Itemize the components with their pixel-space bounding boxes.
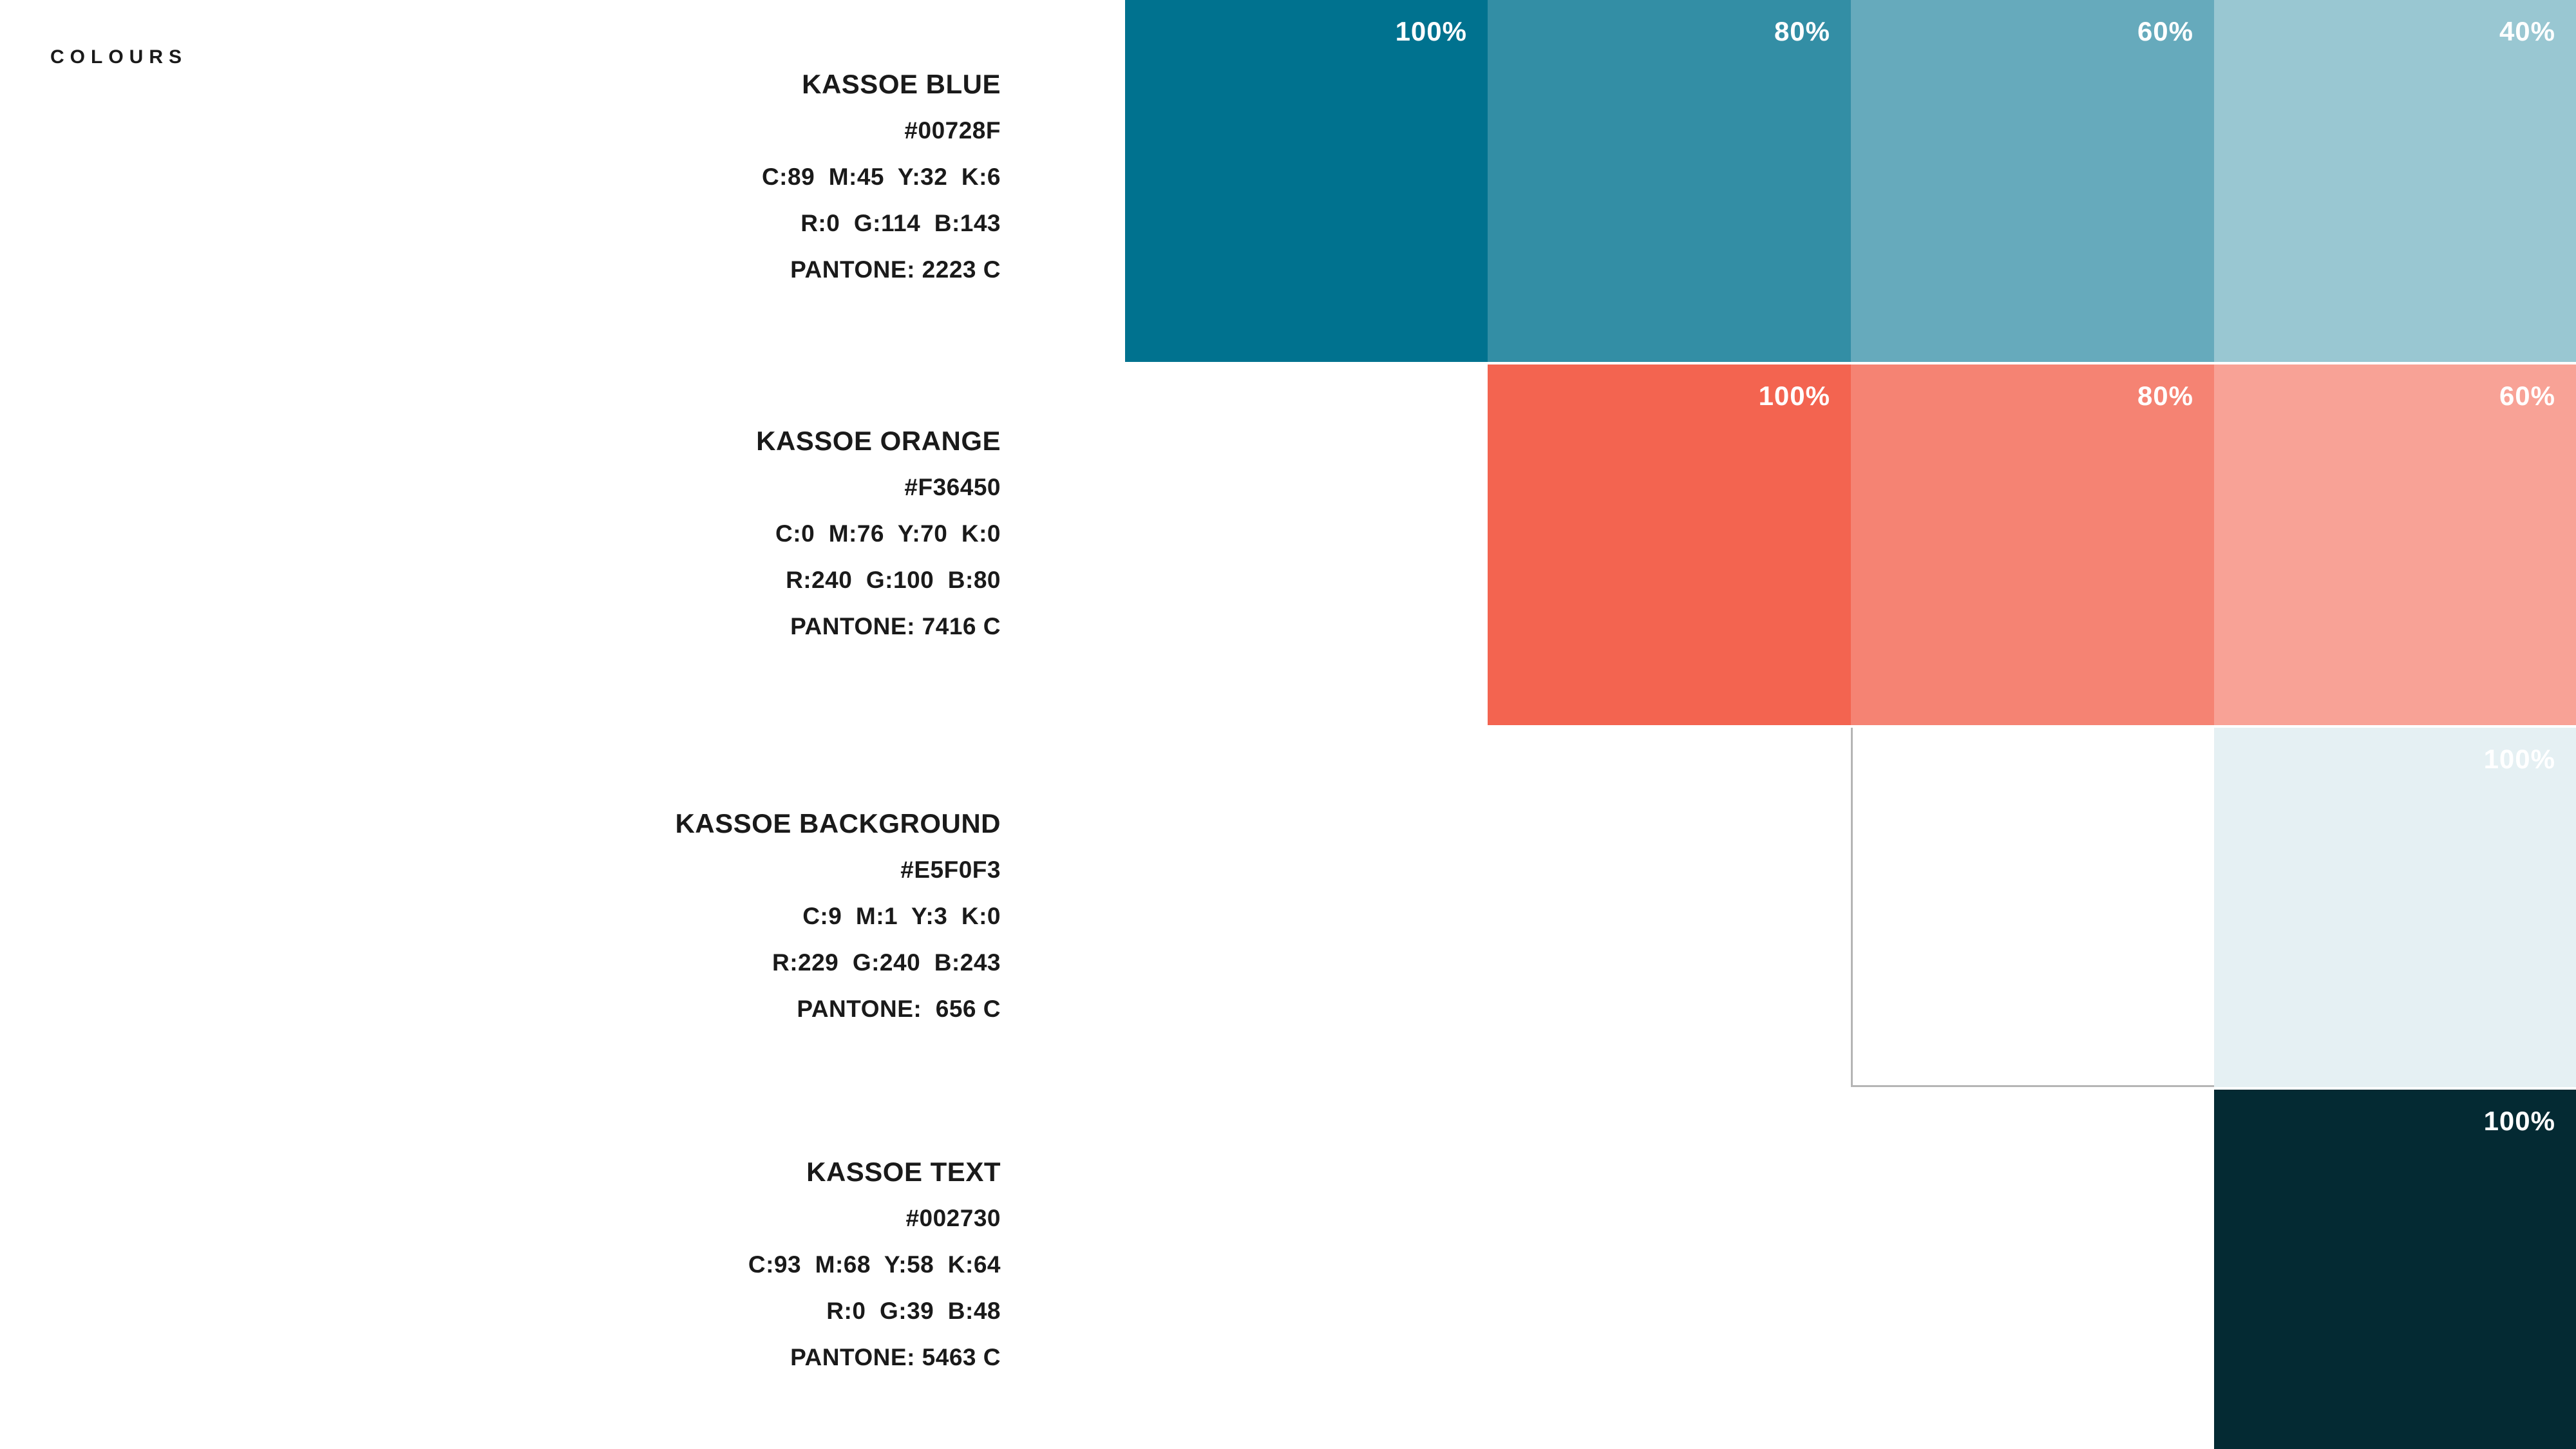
swatch-kassoe-blue-40: 40% (2214, 0, 2576, 362)
color-hex: #F36450 (904, 474, 1001, 500)
swatch-kassoe-orange-80: 80% (1851, 365, 2214, 725)
color-name: KASSOE ORANGE (756, 426, 1001, 456)
color-rgb: R:240 G:100 B:80 (786, 567, 1001, 593)
tint-label: 40% (2499, 16, 2555, 46)
color-pantone: PANTONE: 2223 C (790, 256, 1001, 283)
color-pantone: PANTONE: 7416 C (790, 613, 1001, 639)
swatch-kassoe-text-100: 100% (2214, 1090, 2576, 1449)
tint-label: 100% (1758, 381, 1830, 411)
color-hex: #00728F (904, 117, 1001, 144)
color-cmyk: C:89 M:45 Y:32 K:6 (761, 164, 1001, 190)
tint-label: 100% (2483, 1106, 2555, 1136)
swatch-kassoe-background-blank (1851, 728, 2214, 1087)
color-rgb: R:0 G:114 B:143 (800, 210, 1001, 236)
color-rgb: R:229 G:240 B:243 (772, 949, 1001, 976)
swatch-kassoe-orange-100: 100% (1488, 365, 1851, 725)
tint-label: 60% (2137, 16, 2193, 46)
color-info-kassoe-background: KASSOE BACKGROUND #E5F0F3 C:9 M:1 Y:3 K:0 R… (675, 800, 1001, 1032)
tint-label: 80% (1774, 16, 1830, 46)
swatch-kassoe-blue-80: 80% (1488, 0, 1851, 362)
color-info-kassoe-text: KASSOE TEXT #002730 C:93 M:68 Y:58 K:64 R:0… (748, 1149, 1001, 1381)
color-pantone: PANTONE: 656 C (797, 996, 1001, 1022)
color-info-kassoe-orange: KASSOE ORANGE #F36450 C:0 M:76 Y:70 K:0 R:2… (756, 418, 1001, 650)
color-cmyk: C:0 M:76 Y:70 K:0 (775, 520, 1001, 547)
color-info-kassoe-blue: KASSOE BLUE #00728F C:89 M:45 Y:32 K:6 R:0 … (762, 61, 1001, 293)
swatch-kassoe-blue-60: 60% (1851, 0, 2214, 362)
tint-label: 100% (2483, 744, 2555, 774)
page-title: COLOURS (50, 46, 187, 68)
color-pantone: PANTONE: 5463 C (790, 1344, 1001, 1370)
tint-label: 60% (2499, 381, 2555, 411)
color-hex: #E5F0F3 (900, 857, 1001, 883)
color-hex: #002730 (905, 1205, 1001, 1231)
color-rgb: R:0 G:39 B:48 (826, 1298, 1001, 1324)
color-cmyk: C:93 M:68 Y:58 K:64 (748, 1251, 1001, 1278)
swatch-kassoe-orange-60: 60% (2214, 365, 2576, 725)
swatch-kassoe-blue-100: 100% (1125, 0, 1488, 362)
color-name: KASSOE TEXT (806, 1157, 1001, 1187)
color-name: KASSOE BACKGROUND (675, 808, 1001, 838)
tint-label: 100% (1395, 16, 1467, 46)
color-name: KASSOE BLUE (802, 69, 1001, 99)
tint-label: 80% (2137, 381, 2193, 411)
swatch-kassoe-background-100: 100% (2214, 728, 2576, 1087)
color-cmyk: C:9 M:1 Y:3 K:0 (802, 903, 1001, 929)
